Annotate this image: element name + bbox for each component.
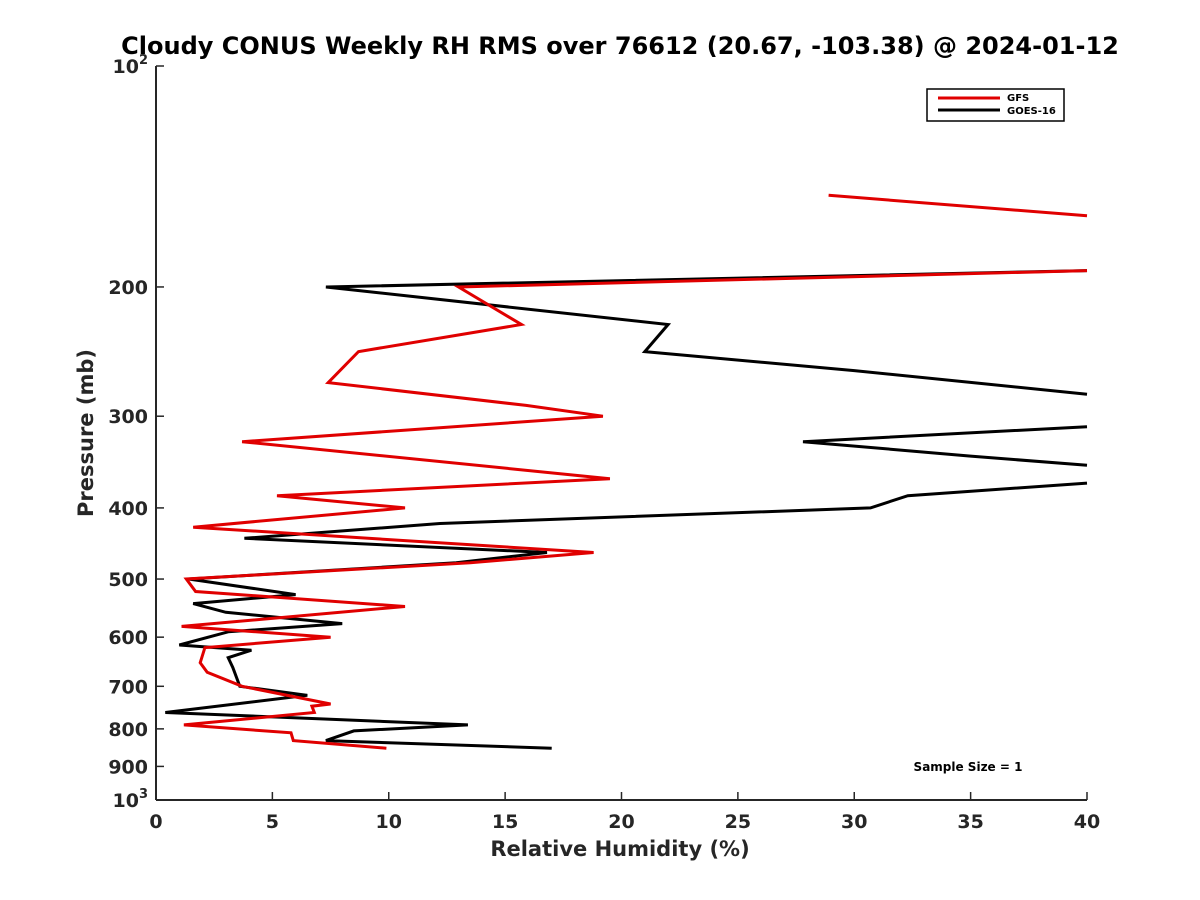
- legend: GFS GOES-16: [926, 88, 1065, 122]
- y-axis-label: Pressure (mb): [74, 349, 98, 517]
- x-tick-label: 35: [957, 811, 983, 833]
- x-tick-label: 0: [149, 811, 162, 833]
- y-tick-label-exponent: 2: [139, 53, 148, 68]
- y-tick-label-base: 10: [113, 790, 139, 812]
- plot-area: 0 5 10 15 20 25 30 35 40 10220030040050060070080…: [108, 53, 1100, 833]
- x-tick-label: 15: [492, 811, 518, 833]
- y-tick-label-exponent: 3: [139, 787, 148, 802]
- y-tick-label: 103: [113, 787, 149, 812]
- x-tick-label: 20: [608, 811, 634, 833]
- x-tick-label: 5: [266, 811, 279, 833]
- x-tick-label: 10: [376, 811, 402, 833]
- x-tick-label: 25: [725, 811, 751, 833]
- y-tick-label: 800: [108, 719, 148, 741]
- legend-label-goes16: GOES-16: [1007, 106, 1056, 117]
- y-tick-label: 600: [108, 627, 148, 649]
- y-tick-label-base: 10: [113, 56, 139, 78]
- x-ticks: 0 5 10 15 20 25 30 35 40: [149, 792, 1100, 833]
- series-layer: [165, 193, 1088, 750]
- series-line-goes16-segment-1: [325, 269, 1088, 396]
- series-line-gfs-segment-1: [828, 193, 1088, 218]
- y-tick-label: 400: [108, 498, 148, 520]
- x-tick-label: 30: [841, 811, 867, 833]
- x-axis-label: Relative Humidity (%): [490, 837, 749, 861]
- chart-title: Cloudy CONUS Weekly RH RMS over 76612 (2…: [121, 32, 1119, 60]
- legend-label-gfs: GFS: [1007, 93, 1029, 104]
- x-tick-label: 40: [1074, 811, 1100, 833]
- legend-box: [926, 88, 1065, 122]
- y-tick-label: 102: [113, 53, 149, 78]
- y-tick-label: 200: [108, 277, 148, 299]
- y-tick-label: 300: [108, 406, 148, 428]
- series-line-gfs-segment-2: [181, 269, 1088, 750]
- series-line-goes16-segment-3: [165, 481, 1088, 750]
- series-line-goes16-segment-2: [802, 425, 1088, 467]
- y-tick-label: 900: [108, 756, 148, 778]
- sample-size-annotation: Sample Size = 1: [914, 760, 1023, 774]
- y-tick-label: 700: [108, 676, 148, 698]
- y-tick-label: 500: [108, 569, 148, 591]
